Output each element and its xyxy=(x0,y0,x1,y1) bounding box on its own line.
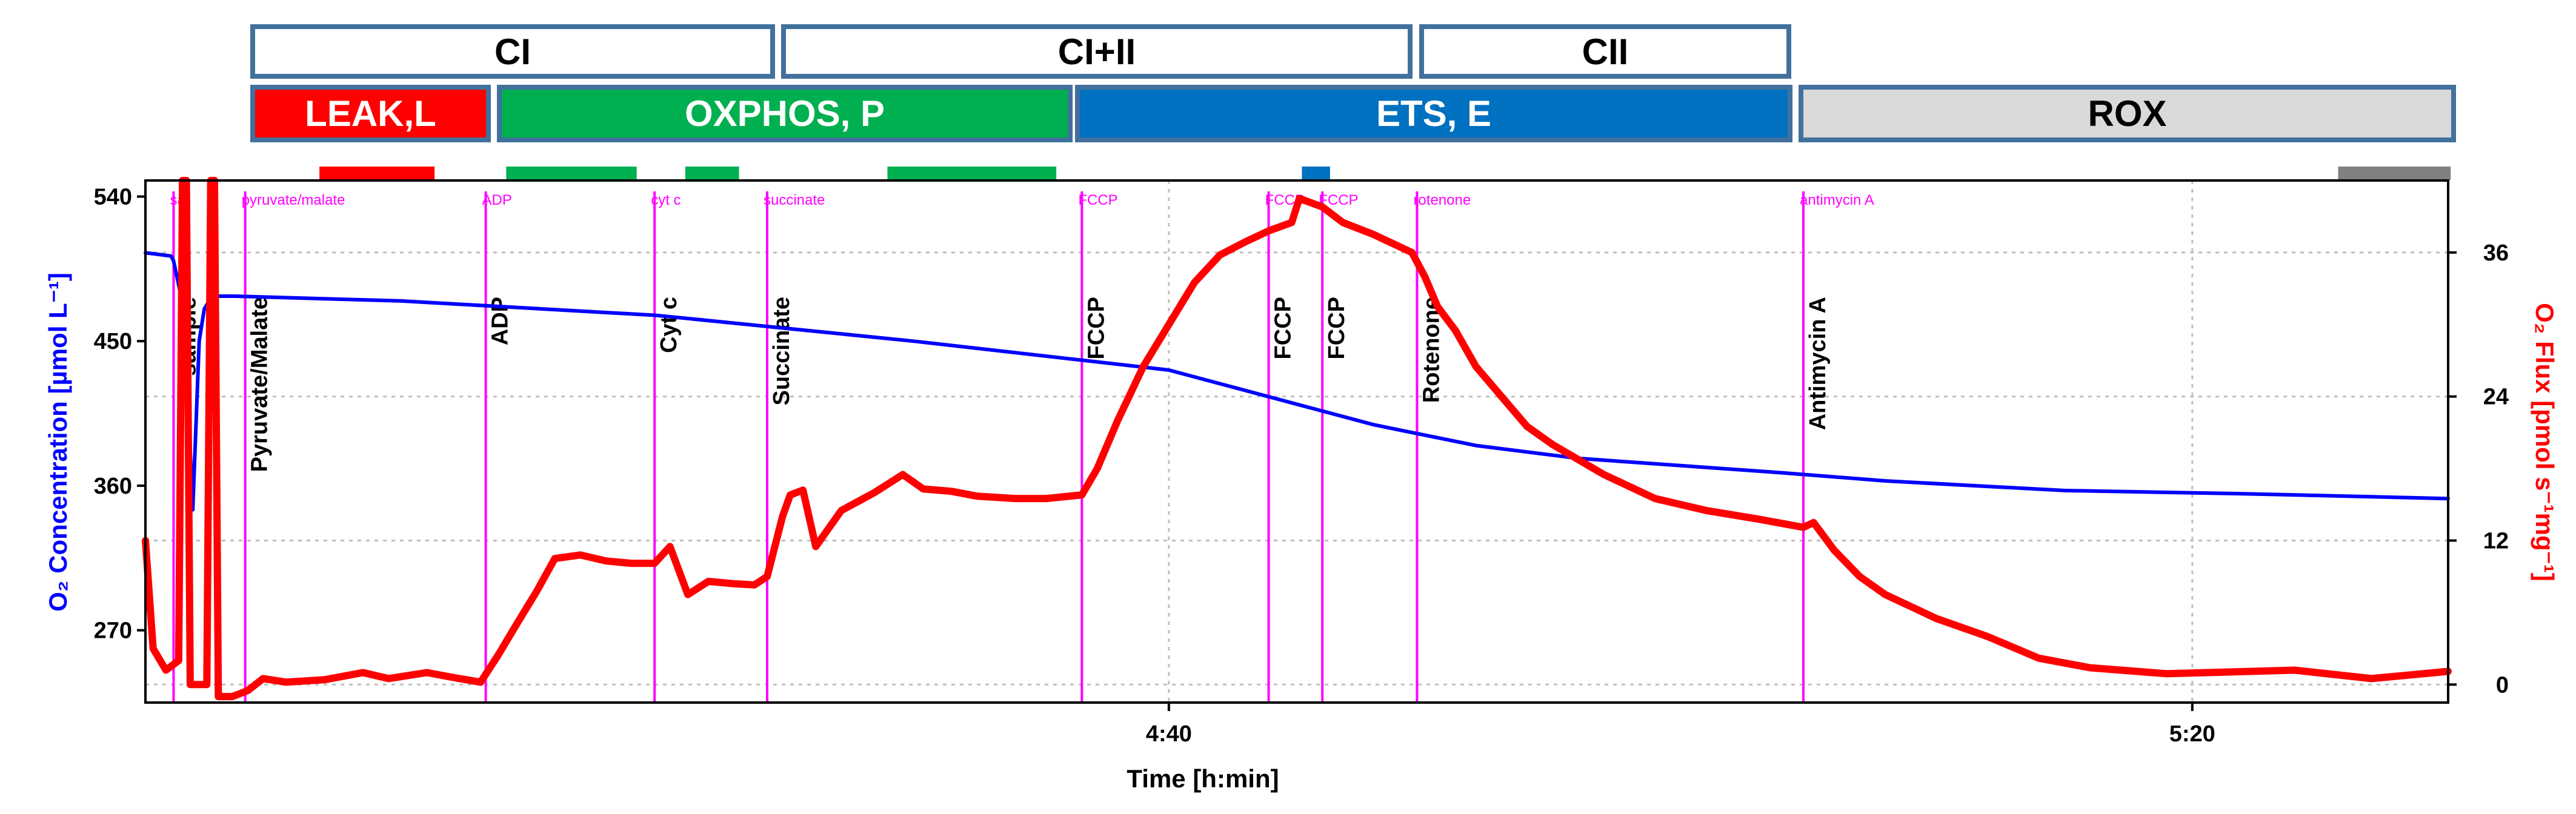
event-label: Pyruvate/Malate xyxy=(247,297,273,472)
data-series xyxy=(142,177,2452,701)
x-axis-ticks: 4:40 5:20 xyxy=(1146,703,2215,747)
pathway-ci-band: CI xyxy=(250,24,775,79)
gridlines xyxy=(145,180,2448,703)
x-tick-label: 4:40 xyxy=(1146,721,1192,747)
right-tick-label: 12 xyxy=(2483,528,2509,554)
state-ets-band: ETS, E xyxy=(1075,85,1792,142)
state-oxphos-band: OXPHOS, P xyxy=(497,85,1073,142)
left-axis-ticks: 270 360 450 540 xyxy=(94,185,145,644)
state-leak-label: LEAK,L xyxy=(305,93,436,134)
event-label: ADP xyxy=(488,297,513,345)
pathway-ci-ii-label: CI+II xyxy=(1057,31,1136,72)
pathway-ci-label: CI xyxy=(494,31,531,72)
event-label: FCCP xyxy=(1083,297,1109,359)
event-markers: sasamplepyruvate/malatePyruvate/MalateAD… xyxy=(170,191,1874,703)
state-rox-label: ROX xyxy=(2088,93,2167,134)
event-top-label: succinate xyxy=(764,192,825,208)
event-top-label: cyt c xyxy=(651,192,681,208)
state-oxphos-label: OXPHOS, P xyxy=(684,93,885,134)
state-leak-band: LEAK,L xyxy=(250,85,491,142)
right-axis-ticks: 0 12 24 36 xyxy=(2448,240,2509,698)
protocol-mark xyxy=(887,167,1057,180)
pathway-cii-band: CII xyxy=(1419,24,1791,79)
pathway-ci-ii-band: CI+II xyxy=(781,24,1413,79)
left-tick-label: 450 xyxy=(94,329,132,354)
protocol-mark xyxy=(2338,167,2451,180)
pathway-cii-label: CII xyxy=(1582,31,1629,72)
event-top-label: pyruvate/malate xyxy=(242,192,345,208)
left-tick-label: 360 xyxy=(94,474,132,499)
event-label: FCCP xyxy=(1271,297,1296,359)
protocol-mark xyxy=(319,167,435,180)
protocol-marks xyxy=(319,167,2451,180)
right-axis-title: O₂ Flux [pmol s⁻¹mg⁻¹] xyxy=(2531,303,2559,581)
event-label: FCCP xyxy=(1324,297,1350,359)
event-top-label: ADP xyxy=(482,192,512,208)
x-axis-title: Time [h:min] xyxy=(1127,764,1279,793)
x-tick-label: 5:20 xyxy=(2169,721,2215,747)
o2-flux-line xyxy=(142,177,2452,701)
event-label: Cyt c xyxy=(656,297,682,353)
protocol-mark xyxy=(1302,167,1330,180)
event-top-label: antimycin A xyxy=(1800,192,1874,208)
event-label: Antimycin A xyxy=(1805,297,1831,430)
left-tick-label: 540 xyxy=(94,185,132,210)
plot-frame xyxy=(144,179,2449,704)
event-top-label: rotenone xyxy=(1413,192,1471,208)
event-label: Succinate xyxy=(769,297,794,406)
left-axis-title: O₂ Concentration [µmol L⁻¹] xyxy=(44,273,72,612)
protocol-mark xyxy=(506,167,637,180)
right-tick-label: 36 xyxy=(2483,240,2509,266)
right-tick-label: 0 xyxy=(2496,672,2509,698)
state-ets-label: ETS, E xyxy=(1376,93,1492,134)
protocol-mark xyxy=(685,167,739,180)
left-tick-label: 270 xyxy=(94,618,132,644)
event-top-label: FCCP xyxy=(1078,192,1117,208)
right-tick-label: 24 xyxy=(2483,385,2509,410)
o2-concentration-line xyxy=(144,251,2450,512)
state-rox-band: ROX xyxy=(1799,85,2456,142)
